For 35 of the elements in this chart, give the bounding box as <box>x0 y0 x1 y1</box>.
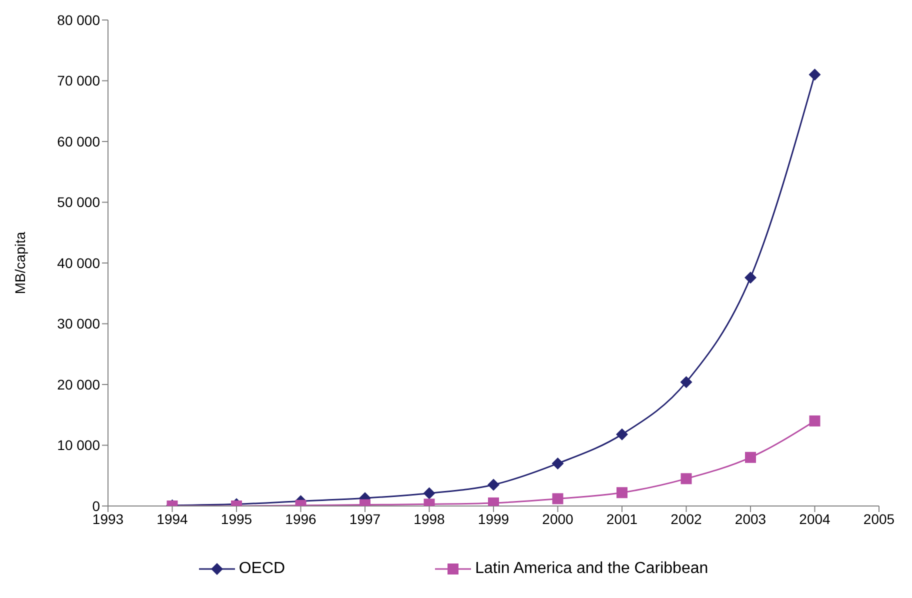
point <box>552 493 564 504</box>
y-tick-label: 30 000 <box>57 316 100 332</box>
x-tick-label: 1997 <box>349 510 381 527</box>
legend-label: Latin America and the Caribbean <box>475 560 708 578</box>
point <box>423 487 436 500</box>
point <box>616 428 628 440</box>
point <box>809 415 820 426</box>
x-tick-label: 1996 <box>285 510 317 527</box>
y-tick-label: 70 000 <box>57 72 100 89</box>
point <box>488 478 500 491</box>
y-tick-label: 60 000 <box>57 133 100 150</box>
legend-label: OECD <box>238 560 286 578</box>
x-tick-label: 2003 <box>734 510 766 527</box>
point <box>552 457 564 470</box>
point <box>745 452 756 463</box>
point <box>680 376 692 388</box>
x-tick-label: 1998 <box>414 510 446 527</box>
x-tick-label: 2002 <box>670 510 702 527</box>
point <box>744 272 756 284</box>
point <box>680 473 692 484</box>
point <box>808 68 821 81</box>
x-tick-label: 2005 <box>863 510 895 527</box>
x-tick-label: 1999 <box>478 510 510 527</box>
x-tick-label: 2001 <box>606 510 638 527</box>
x-tick-label: 2004 <box>799 510 831 527</box>
y-tick-label: 10 000 <box>57 437 100 454</box>
y-tick-label: 40 000 <box>57 254 100 271</box>
point <box>616 487 628 498</box>
y-tick-label: 50 000 <box>57 194 100 210</box>
y-tick-label: 20 000 <box>57 376 100 392</box>
y-tick-label: 80 000 <box>57 12 100 28</box>
y-axis-title: MB/capita <box>12 232 28 294</box>
x-tick-label: 2000 <box>542 510 574 527</box>
x-tick-label: 1994 <box>156 510 188 527</box>
x-tick-label: 1995 <box>220 510 252 527</box>
